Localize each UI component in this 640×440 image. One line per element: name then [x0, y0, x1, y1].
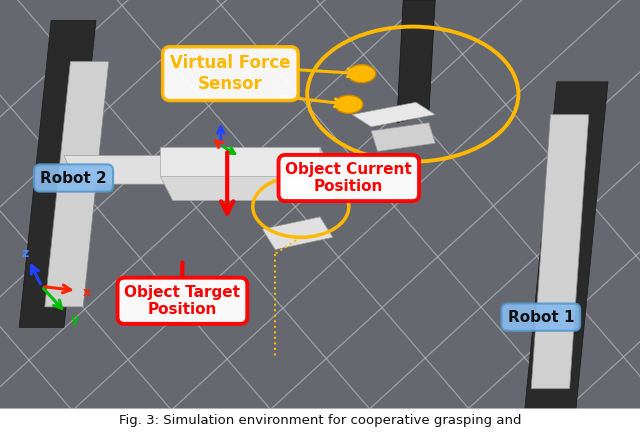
Text: Fig. 3: Simulation environment for cooperative grasping and: Fig. 3: Simulation environment for coope…	[119, 414, 521, 427]
Polygon shape	[64, 155, 256, 184]
Polygon shape	[397, 0, 435, 123]
Polygon shape	[371, 123, 435, 151]
Circle shape	[348, 65, 376, 83]
Text: Object Current
Position: Object Current Position	[285, 162, 412, 194]
Text: z: z	[21, 247, 28, 260]
Text: Virtual Force
Sensor: Virtual Force Sensor	[170, 54, 291, 93]
Text: Robot 1: Robot 1	[508, 310, 574, 325]
Polygon shape	[320, 147, 333, 201]
Polygon shape	[160, 176, 333, 201]
Polygon shape	[45, 61, 109, 307]
Polygon shape	[19, 20, 96, 327]
Text: Object Target
Position: Object Target Position	[124, 285, 241, 317]
Polygon shape	[525, 82, 608, 409]
Text: y: y	[70, 313, 79, 326]
Polygon shape	[531, 114, 589, 389]
FancyBboxPatch shape	[0, 0, 640, 409]
Circle shape	[335, 95, 363, 114]
Polygon shape	[160, 147, 320, 176]
Text: x: x	[83, 286, 92, 299]
Text: Robot 2: Robot 2	[40, 171, 107, 186]
Polygon shape	[352, 102, 435, 127]
Polygon shape	[262, 217, 333, 249]
